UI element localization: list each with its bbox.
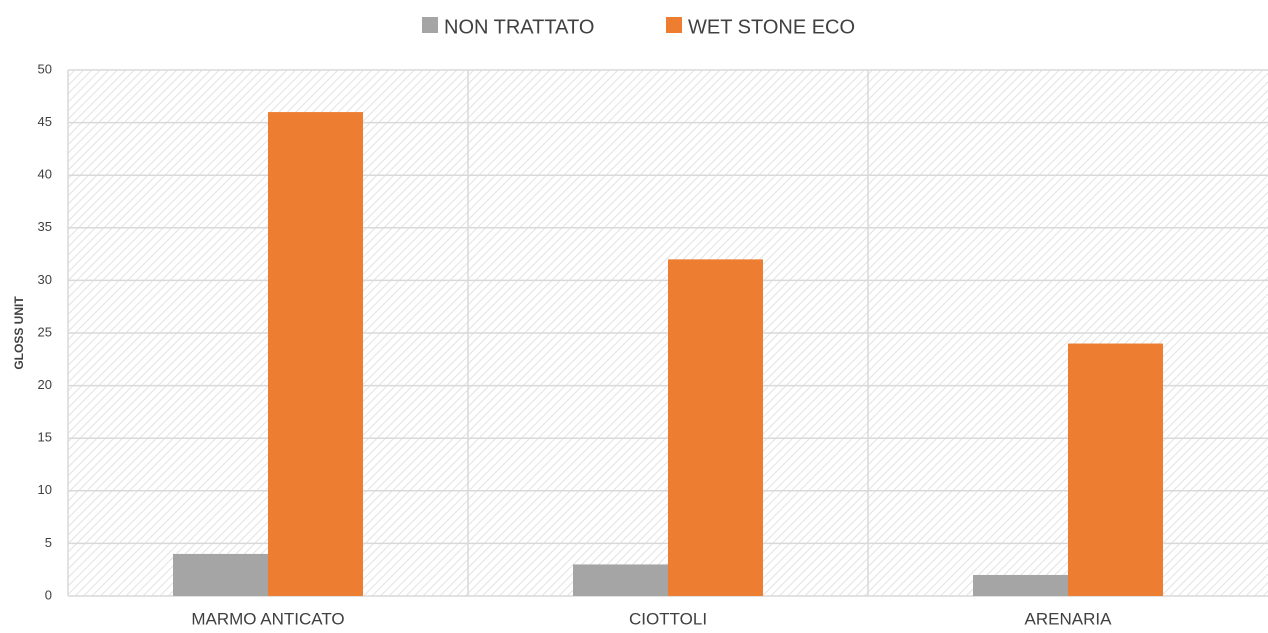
legend-label: WET STONE ECO xyxy=(688,16,855,38)
y-tick-label: 20 xyxy=(38,377,52,392)
y-tick-label: 35 xyxy=(38,219,52,234)
x-tick-label: MARMO ANTICATO xyxy=(191,609,344,628)
y-tick-label: 0 xyxy=(45,587,52,602)
y-tick-label: 45 xyxy=(38,114,52,129)
legend-swatch xyxy=(666,17,682,33)
y-axis-label: GLOSS UNIT xyxy=(12,296,26,370)
x-tick-label: CIOTTOLI xyxy=(629,609,707,628)
bar xyxy=(973,574,1068,596)
y-tick-label: 40 xyxy=(38,167,52,182)
bar xyxy=(268,112,363,596)
bar xyxy=(668,259,763,596)
legend-label: NON TRATTATO xyxy=(444,16,594,38)
y-tick-label: 10 xyxy=(38,482,52,497)
bar xyxy=(1068,343,1163,596)
y-tick-label: 5 xyxy=(45,535,52,550)
y-tick-label: 25 xyxy=(38,324,52,339)
y-tick-label: 15 xyxy=(38,430,52,445)
legend-swatch xyxy=(422,17,438,33)
y-tick-label: 30 xyxy=(38,272,52,287)
bar xyxy=(173,553,268,596)
x-tick-label: ARENARIA xyxy=(1025,609,1113,628)
bar xyxy=(573,564,668,596)
y-tick-label: 50 xyxy=(38,61,52,76)
